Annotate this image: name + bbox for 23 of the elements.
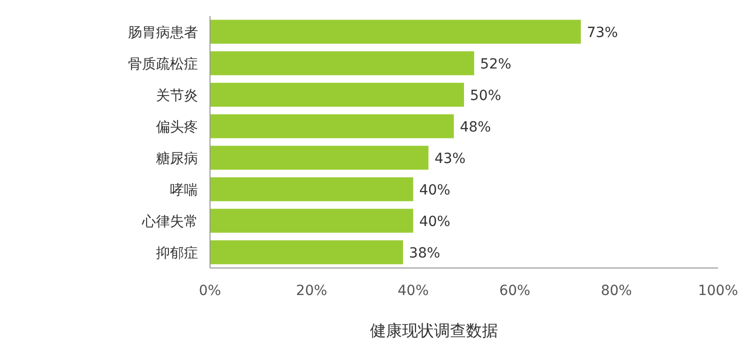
data-label: 38% (409, 245, 440, 262)
data-label: 48% (460, 119, 491, 136)
data-label: 50% (470, 88, 502, 104)
y-tick-label: 抑郁症 (156, 245, 198, 262)
y-tick-label: 糖尿病 (156, 150, 198, 167)
data-label: 40% (419, 182, 450, 198)
y-tick-label: 关节炎 (156, 88, 198, 104)
y-tick-label: 心律失常 (141, 214, 198, 230)
data-label: 43% (434, 150, 466, 167)
text: 健康现状调查数据 (370, 321, 498, 340)
x-tick-label: 20% (296, 283, 328, 299)
x-tick-label: 80% (600, 283, 632, 299)
y-tick-label: 偏头疼 (156, 119, 198, 136)
data-label: 40% (419, 214, 450, 230)
x-tick-label: 0% (198, 283, 222, 299)
data-label: 73% (586, 24, 618, 41)
y-tick-label: 哮喘 (170, 182, 198, 198)
x-tick-label: 60% (499, 283, 530, 299)
y-tick-label: 骨质疏松症 (128, 56, 198, 72)
y-tick-label: 肠胃病患者 (128, 24, 198, 41)
x-tick-label: 100% (698, 283, 738, 299)
data-label: 52% (480, 56, 512, 72)
x-tick-label: 40% (398, 283, 429, 299)
